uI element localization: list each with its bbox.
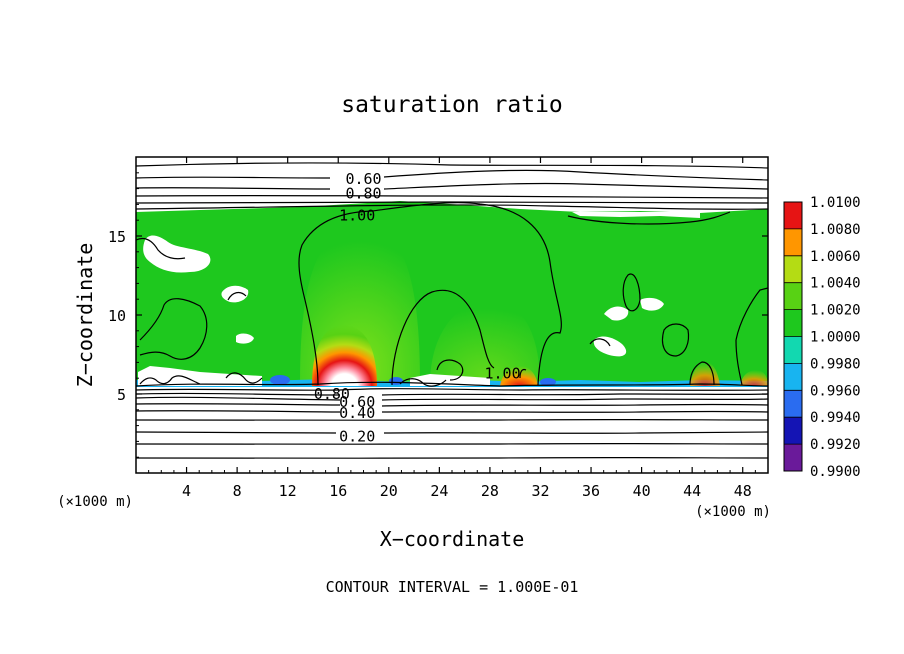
x-tick-label: 4: [182, 482, 191, 500]
x-tick-label: 12: [279, 482, 297, 500]
colorbar: 0.9900 0.9920 0.9940 0.9960 0.9980 1.0000 1.00…: [783, 195, 861, 480]
contour-label: 1.00: [484, 364, 520, 382]
field-clear-region: [143, 235, 211, 273]
x-tick-label: 36: [582, 482, 600, 500]
contour-label: 0.80: [314, 385, 350, 403]
x-tick-label: 8: [233, 482, 242, 500]
field-supersaturated-plume: [312, 325, 377, 386]
field-blue-spot: [540, 378, 556, 386]
chart-title: saturation ratio: [341, 92, 563, 118]
x-tick-label: 40: [633, 482, 651, 500]
field-clear-region: [593, 336, 627, 357]
y-axis: 5 10 15: [108, 172, 768, 458]
colorbar-tick-label: 1.0100: [810, 195, 861, 211]
x-tick-label: 24: [430, 482, 448, 500]
contour-lines: [135, 162, 769, 459]
colorbar-tick-label: 1.0060: [810, 249, 861, 265]
field-supersaturated-spot: [740, 370, 768, 386]
colorbar-tick-label: 0.9940: [810, 410, 861, 426]
colorbar-tick-label: 1.0080: [810, 222, 861, 238]
contour-label: 0.40: [339, 404, 375, 422]
x-tick-label: 16: [329, 482, 347, 500]
colorbar-tick-label: 0.9960: [810, 383, 861, 399]
x-unit-left: (×1000 m): [57, 494, 133, 510]
y-tick-label: 15: [108, 228, 126, 246]
colorbar-tick-label: 1.0000: [810, 330, 861, 346]
field-clear-region: [640, 297, 664, 311]
x-tick-label: 32: [531, 482, 549, 500]
y-tick-label: 5: [117, 386, 126, 404]
field-clear-region: [221, 285, 249, 303]
colorbar-swatch: [784, 336, 802, 364]
field-supersaturated-spot: [690, 362, 720, 386]
contour-label: 0.60: [345, 170, 381, 188]
x-unit-right: (×1000 m): [695, 504, 771, 520]
colorbar-tick-label: 0.9920: [810, 437, 861, 453]
field-clear-region: [236, 333, 254, 344]
y-axis-label: Z−coordinate: [73, 243, 97, 388]
x-tick-label: 44: [683, 482, 701, 500]
colorbar-swatch: [784, 255, 802, 283]
colorbar-swatch: [784, 309, 802, 337]
contour-label: 0.80: [345, 184, 381, 202]
colorbar-swatch: [784, 417, 802, 445]
field-blue-spot: [270, 375, 290, 385]
colorbar-tick-label: 1.0020: [810, 303, 861, 319]
x-tick-label: 20: [380, 482, 398, 500]
colorbar-swatch: [784, 390, 802, 418]
x-tick-label: 48: [734, 482, 752, 500]
y-tick-label: 10: [108, 307, 126, 325]
colorbar-swatch: [784, 228, 802, 256]
colorbar-swatch: [784, 363, 802, 391]
x-axis-label: X−coordinate: [380, 527, 525, 551]
x-tick-label: 28: [481, 482, 499, 500]
contour-label: 0.60: [339, 393, 375, 411]
colorbar-swatch: [784, 202, 802, 229]
field-clear-region: [572, 212, 700, 218]
contour-interval-annotation: CONTOUR INTERVAL = 1.000E-01: [326, 578, 579, 596]
colorbar-swatch: [784, 444, 802, 471]
contour-label: 1.00: [339, 206, 375, 224]
x-axis: 4 8 12 16 20 24 28 32 36 40 44 48: [148, 157, 756, 500]
field-bright-region: [430, 300, 540, 385]
contour-label: 0.20: [339, 428, 375, 446]
field-clear-region: [604, 306, 629, 321]
colorbar-tick-label: 1.0040: [810, 276, 861, 292]
field-supersaturated-spot: [500, 366, 538, 386]
colorbar-tick-label: 0.9980: [810, 356, 861, 372]
plot-area: 0.600.801.001.000.800.600.400.20 4 8 12 16 2…: [108, 156, 769, 500]
colorbar-swatch: [784, 282, 802, 310]
colorbar-tick-label: 0.9900: [810, 464, 861, 480]
contour-label-layer: 0.600.801.001.000.800.600.400.20: [314, 170, 521, 446]
